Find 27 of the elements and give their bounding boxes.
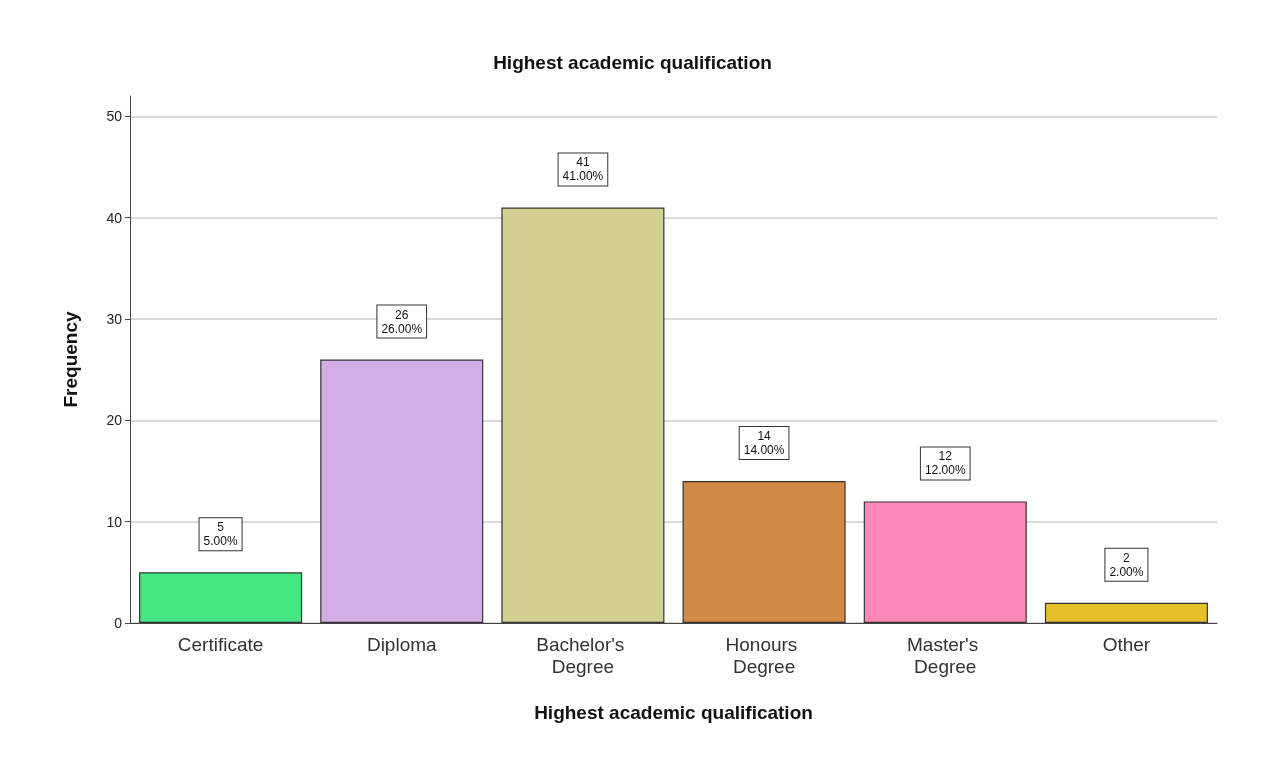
y-tick-label: 0 xyxy=(114,615,123,631)
bar xyxy=(501,207,665,623)
data-label: 14 14.00% xyxy=(743,429,785,458)
data-label: 12 12.00% xyxy=(924,449,966,478)
x-tick-label: Diploma xyxy=(366,633,438,655)
x-tick-label: Other xyxy=(1102,633,1151,655)
x-tick-label: Honours Degree xyxy=(725,633,803,677)
y-tick-label: 50 xyxy=(106,108,123,125)
x-axis-title: Highest academic qualification xyxy=(534,702,813,723)
data-label: 41 41.00% xyxy=(562,155,604,184)
bar xyxy=(863,501,1027,623)
bar xyxy=(320,359,484,623)
chart-title: Highest academic qualification xyxy=(493,52,772,73)
y-axis-title: Frequency xyxy=(60,311,81,408)
x-tick-label: Bachelor's Degree xyxy=(536,633,630,677)
y-tick-label: 40 xyxy=(106,209,123,226)
data-label: 2 2.00% xyxy=(1109,550,1144,579)
x-tick-label: Master's Degree xyxy=(907,633,984,677)
bar xyxy=(139,572,303,623)
data-label: 26 26.00% xyxy=(381,307,423,336)
y-tick-label: 20 xyxy=(106,412,123,429)
y-tick-label: 10 xyxy=(106,513,123,530)
bar xyxy=(1044,602,1208,623)
bar xyxy=(682,481,846,623)
y-tick-label: 30 xyxy=(106,310,123,327)
x-tick-label: Certificate xyxy=(177,633,264,655)
data-label: 5 5.00% xyxy=(203,520,238,549)
